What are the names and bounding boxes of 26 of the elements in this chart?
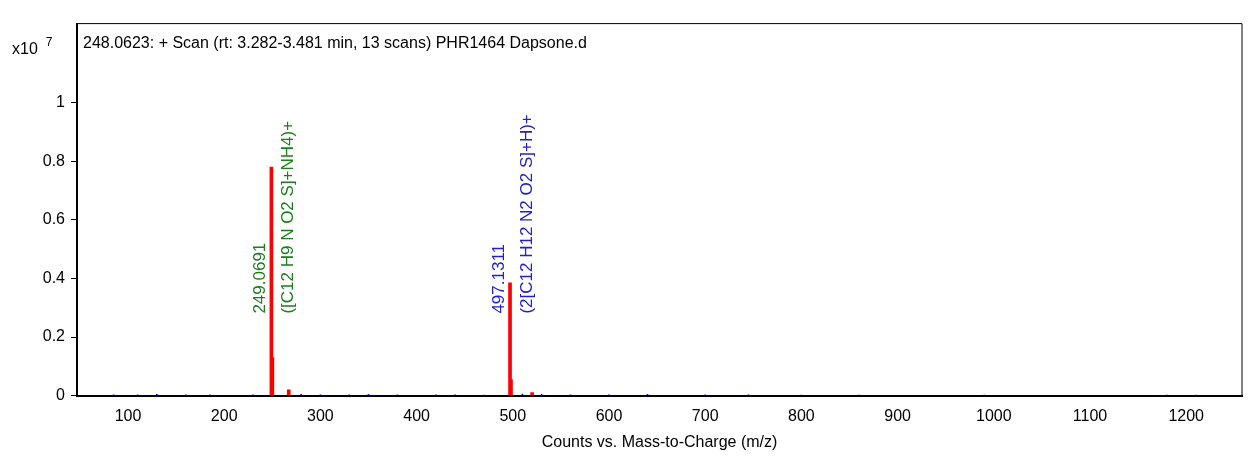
x-tick-label: 100 [114,406,142,424]
x-tick-label: 300 [307,406,334,424]
x-tick-label: 900 [884,406,912,424]
x-tick-label: 1100 [1072,406,1108,424]
annotation: ([C12 H9 N O2 S]+NH4)+ [278,120,298,314]
text: 248.0623: + Scan (rt: 3.282-3.481 min, 13 scans) PHR1464 Dapsone.d [83,34,587,52]
y-tick-label: 0.4 [42,268,66,286]
y-tick-label: 1 [56,93,66,111]
x-tick-label: 1200 [1168,406,1205,424]
y-tick-label: 0.2 [42,327,66,345]
y-tick-label: 0.8 [42,151,66,169]
x-tick-label: 200 [210,406,238,424]
x-tick-label: 800 [788,406,815,424]
annotation: (2[C12 H12 N2 O2 S]+H)+ [516,114,536,314]
x-tick-label: 400 [403,406,431,424]
x-axis-title: Counts vs. Mass-to-Charge (m/z) [541,432,778,450]
bar [286,389,291,396]
bar [530,392,534,396]
annotation: 497.1311 [488,243,508,314]
annotation: 249.0691 [250,242,270,314]
x-tick-label: 700 [691,406,719,424]
x-tick-label: 1000 [976,406,1012,424]
x-tick-label: 500 [499,406,527,424]
y-tick-label: 0.6 [42,210,66,228]
x-tick-label: 600 [595,406,623,424]
y-tick-label: 0 [56,386,66,404]
